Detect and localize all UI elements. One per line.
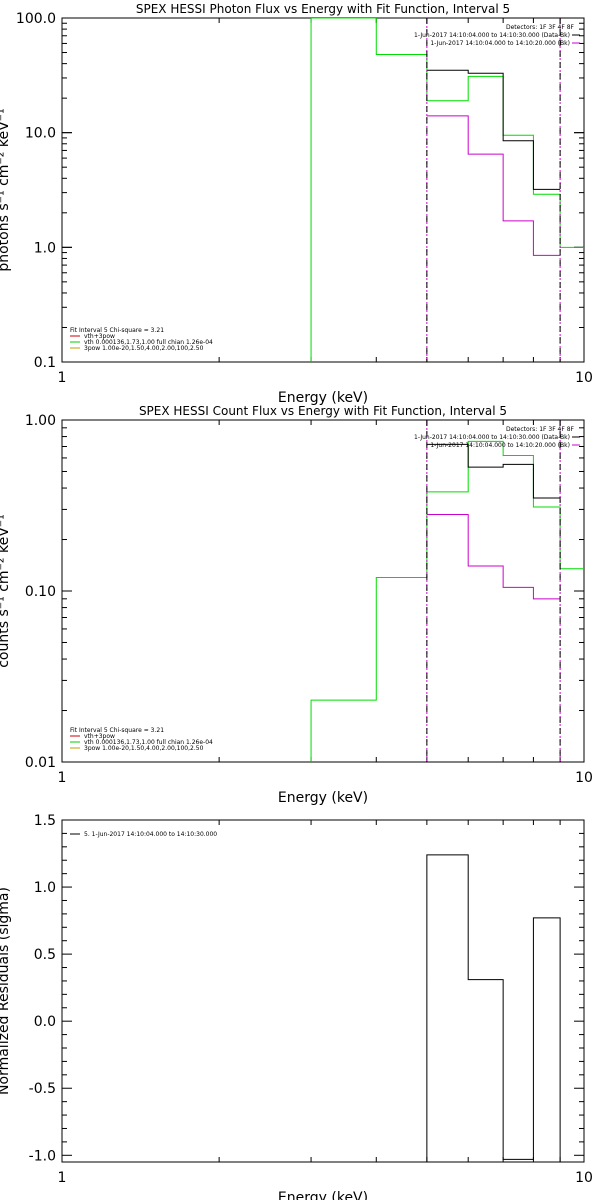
series-layer (426, 854, 561, 1162)
plot-frame (61, 819, 585, 1163)
y-axis-label: Normalized Residuals (sigma) (0, 887, 12, 1095)
series-layer (310, 420, 584, 762)
chart-title: SPEX HESSI Count Flux vs Energy with Fit… (139, 404, 507, 418)
series-bk (426, 514, 561, 600)
x-tick-label: 1 (58, 1170, 67, 1186)
series-bk (426, 115, 561, 256)
y-tick-label: 0.01 (25, 755, 56, 771)
y-tick-label: 10.0 (25, 126, 56, 142)
x-axis-label: Energy (keV) (278, 1190, 368, 1200)
x-tick-label: 1 (58, 770, 67, 786)
legend-header: Fit Interval 5 Chi-square = 3.21 (70, 727, 164, 734)
series-layer (310, 18, 584, 362)
plot-frame (61, 419, 585, 763)
y-tick-label: -0.5 (29, 1081, 56, 1097)
legend-entry-label: 1-Jun-2017 14:10:04.000 to 14:10:30.000 … (414, 434, 570, 441)
y-tick-label: 0.5 (34, 947, 56, 963)
legend-header: Detectors: 1F 3F 4F 8F (506, 426, 575, 433)
x-tick-label: 10 (575, 370, 593, 386)
y-tick-label: 0.0 (34, 1014, 56, 1030)
x-axis-label: Energy (keV) (278, 790, 368, 806)
series-data-bk (426, 443, 561, 499)
x-tick-label: 1 (58, 370, 67, 386)
legend-entry-label: vth+3pow (84, 733, 115, 740)
y-tick-label: 1.5 (34, 813, 56, 829)
legend-entry-label: 1-Jun-2017 14:10:04.000 to 14:10:20.000 … (430, 40, 570, 47)
y-tick-label: 1.0 (34, 880, 56, 896)
series-residuals (426, 854, 561, 1162)
y-tick-label: -1.0 (29, 1148, 56, 1164)
legend-entry-label: vth+3pow (84, 333, 115, 340)
y-axis-label: counts s⁻¹ cm⁻² keV⁻¹ (0, 514, 12, 668)
legend-entry-label: 3pow 1.00e-20,1.50,4.00,2.00,100,2.50 (84, 745, 204, 752)
legend-entry-label: 5. 1-Jun-2017 14:10:04.000 to 14:10:30.0… (84, 831, 217, 838)
series-vth (310, 18, 584, 362)
legend-header: Detectors: 1F 3F 4F 8F (506, 24, 575, 31)
legend-entry-label: 1-Jun-2017 14:10:04.000 to 14:10:30.000 … (414, 32, 570, 39)
y-tick-label: 1.0 (34, 240, 56, 256)
chart-panel-2: SPEX HESSI Count Flux vs Energy with Fit… (0, 404, 593, 806)
plot-frame (61, 17, 585, 363)
y-axis-label: photons s⁻¹ cm⁻² keV⁻¹ (0, 108, 12, 271)
legend-entry-label: 3pow 1.00e-20,1.50,4.00,2.00,100,2.50 (84, 345, 204, 352)
y-tick-label: 0.10 (25, 584, 56, 600)
legend-entry-label: vth 0.000136,1.73,1.00 full chian 1.26e-… (84, 339, 213, 346)
chart-panel-3: 1 10 Energy (keV) -1.0 -0.5 0.0 0.5 1.0 1.5 Norma… (0, 813, 593, 1200)
chart-panel-1: SPEX HESSI Photon Flux vs Energy with Fi… (0, 2, 593, 406)
legend-entry-label: vth 0.000136,1.73,1.00 full chian 1.26e-… (84, 739, 213, 746)
legend-header: Fit Interval 5 Chi-square = 3.21 (70, 327, 164, 334)
legend-entry-label: 1-Jun-2017 14:10:04.000 to 14:10:20.000 … (430, 442, 570, 449)
x-axis-label: Energy (keV) (278, 390, 368, 406)
x-tick-label: 10 (575, 1170, 593, 1186)
x-tick-label: 10 (575, 770, 593, 786)
series-vth (310, 440, 584, 762)
chart-title: SPEX HESSI Photon Flux vs Energy with Fi… (136, 2, 510, 16)
series-data-bk (426, 69, 561, 190)
y-tick-label: 1.00 (25, 413, 56, 429)
y-tick-label: 100.0 (16, 11, 56, 27)
y-tick-label: 0.1 (34, 355, 56, 371)
